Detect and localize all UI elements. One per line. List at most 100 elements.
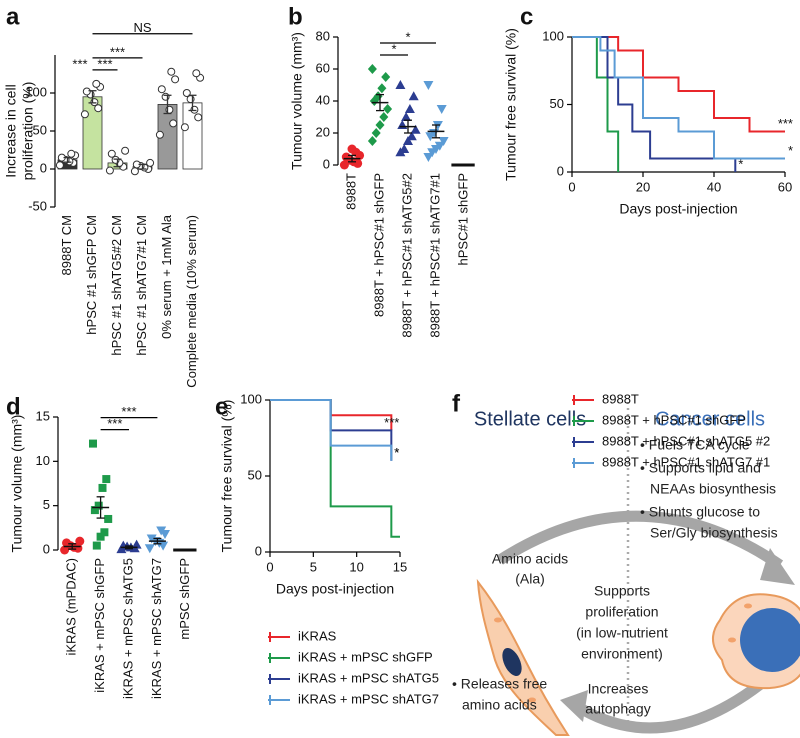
supports: Supports	[594, 583, 650, 599]
panel-letter: e	[215, 393, 228, 420]
survival-line	[572, 36, 620, 172]
dot	[423, 81, 434, 90]
dot	[80, 110, 89, 119]
dot	[89, 439, 97, 448]
dot	[94, 104, 103, 113]
x-tick-label: iKRAS + mPSC shATG7	[149, 558, 164, 699]
cancer-title: Cancer cells	[655, 408, 765, 430]
dot	[105, 166, 114, 175]
x-tick-label: Complete media (10% serum)	[184, 215, 199, 388]
x-tick-label: 5	[310, 559, 317, 574]
y-tick-label: -50	[28, 198, 47, 213]
x-tick-label: iKRAS + mPSC shGFP	[92, 558, 107, 693]
dot	[156, 526, 167, 536]
dot	[381, 72, 391, 82]
annotation: ***	[384, 415, 399, 430]
dot	[427, 148, 438, 158]
x-tick-label: 8988T	[343, 173, 358, 210]
vesicle	[728, 637, 736, 643]
legend-label: 8988T + hPSC#1 shATG5 #2	[602, 433, 770, 448]
legend-label: iKRAS	[298, 628, 337, 643]
survival-line	[572, 36, 737, 172]
releases: amino acids	[462, 697, 537, 713]
dot	[144, 544, 155, 554]
arrow-bottom	[572, 663, 784, 734]
autophagy: autophagy	[585, 701, 650, 717]
y-axis-label: Tumour free survival (%)	[503, 28, 519, 181]
dot	[94, 501, 103, 510]
amino-acids: Amino acids	[492, 551, 568, 567]
survival-line	[572, 36, 785, 160]
dot	[98, 483, 107, 492]
dot	[408, 91, 419, 101]
dot	[377, 83, 387, 94]
annotation: ***	[778, 116, 793, 131]
x-tick-label: 40	[707, 179, 721, 194]
x-tick-label: 0	[568, 179, 575, 194]
vesicle	[494, 617, 502, 623]
legend-label: iKRAS + mPSC shATG5	[298, 670, 439, 685]
dot	[341, 152, 351, 162]
dot	[395, 147, 406, 157]
annotation: ***	[72, 56, 87, 71]
supports: (in low-nutrient	[576, 625, 668, 641]
survival-line	[572, 36, 785, 133]
diagram-f: f Stellate cells Cancer cells • Fuels TC…	[452, 390, 800, 736]
survival-line	[270, 399, 400, 538]
dot	[75, 536, 85, 546]
vesicle	[528, 697, 536, 703]
y-tick-label: 0	[323, 156, 330, 171]
dot	[131, 539, 142, 549]
dot	[92, 541, 101, 550]
amino-acids: (Ala)	[515, 571, 545, 587]
legend-label: 8988T + hPSC#1 shATG7 #1	[602, 454, 770, 469]
dot	[192, 69, 201, 78]
x-tick-label: hPSC#1 shGFP	[455, 173, 470, 266]
dot	[104, 514, 113, 523]
dot	[436, 105, 447, 114]
cancer-nucleus	[740, 608, 800, 672]
supports: proliferation	[585, 604, 658, 620]
dot	[403, 136, 413, 145]
panel-letter: b	[288, 3, 303, 30]
x-tick-label: 60	[778, 179, 792, 194]
dot	[401, 112, 412, 121]
x-tick-label: 8988T + hPSC#1 shGFP	[371, 173, 386, 317]
dot	[438, 137, 449, 146]
dot	[155, 130, 164, 139]
dot	[406, 131, 417, 141]
y-tick-label: 5	[43, 497, 50, 512]
y-tick-label: 10	[36, 453, 50, 468]
survival-line	[270, 399, 393, 461]
dot	[92, 79, 101, 88]
annotation: ***	[121, 404, 136, 419]
dot	[146, 158, 155, 167]
arrowhead	[560, 690, 588, 722]
x-tick-label: 15	[393, 559, 407, 574]
dot	[157, 85, 166, 94]
x-tick-label: 10	[349, 559, 363, 574]
dot	[395, 80, 406, 89]
annotation: *	[394, 445, 399, 460]
x-tick-label: 0% serum + 1mM Ala	[159, 214, 174, 339]
dot	[130, 167, 139, 176]
dot	[67, 149, 76, 158]
x-tick-label: hPSC #1 shGFP CM	[84, 215, 99, 335]
y-tick-label: 80	[316, 28, 330, 43]
dot	[146, 534, 157, 544]
arrow-top	[497, 510, 784, 570]
panel-letter: d	[6, 393, 21, 420]
x-tick-label: 0	[266, 559, 273, 574]
dot	[62, 538, 71, 548]
dot	[55, 161, 64, 170]
dot	[367, 136, 377, 146]
legend-label: iKRAS + mPSC shATG7	[298, 691, 439, 706]
x-tick-label: 20	[636, 179, 650, 194]
y-tick-label: 50	[33, 122, 47, 137]
y-axis-label: Tumour volume (mm³)	[9, 415, 25, 553]
effect: • Fuels TCA cycle	[640, 437, 750, 453]
vesicle	[744, 603, 752, 609]
x-tick-label: iKRAS + mPSC shATG5	[120, 558, 135, 699]
dot	[375, 120, 385, 130]
